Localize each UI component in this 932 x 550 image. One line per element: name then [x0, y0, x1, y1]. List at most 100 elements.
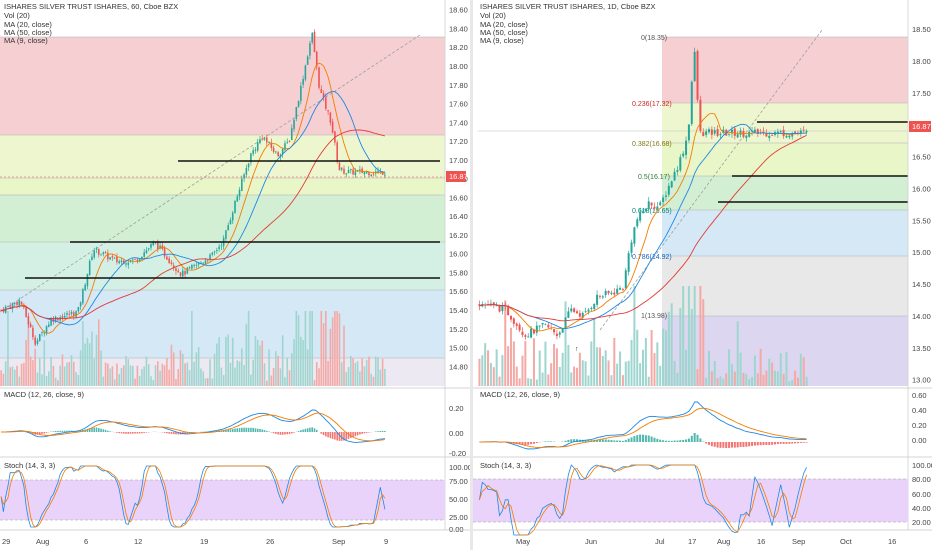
volume-bar [363, 366, 366, 386]
volume-bar [315, 362, 318, 386]
candle-body [619, 288, 622, 290]
macd-histogram-bar [100, 428, 102, 432]
macd-histogram-bar [705, 442, 708, 444]
candle-body [676, 169, 679, 172]
candle-body [63, 315, 66, 318]
candle-body [340, 167, 343, 170]
macd-histogram-bar [802, 442, 805, 443]
candle-body [687, 124, 690, 141]
right-x-tick-7: Sep [792, 537, 805, 546]
r-fib-zone-2 [662, 103, 908, 143]
volume-bar [170, 344, 173, 386]
candle-body [716, 129, 719, 136]
key-levels[interactable] [25, 160, 440, 279]
volume-bar [636, 329, 639, 386]
volume-bar [72, 361, 75, 386]
r-trend-line[interactable] [599, 29, 823, 331]
volume-bar [313, 380, 316, 386]
candle-body [238, 189, 241, 197]
left-chart[interactable]: ISHARES SILVER TRUST ISHARES, 60, Cboe B… [0, 0, 472, 546]
left-macd-tick-3: -0.20 [449, 449, 466, 458]
l-price-tick-8: 17.00 [449, 156, 468, 165]
volume-bar [200, 368, 202, 386]
macd-histogram-bar [753, 442, 756, 446]
macd-histogram-bar [733, 442, 736, 448]
volume-bar [2, 373, 5, 386]
macd-histogram-bar [722, 442, 725, 448]
candle-body [168, 258, 170, 263]
macd-histogram-bar [667, 440, 670, 442]
left-price-axis[interactable]: 18.60 18.40 18.20 18.00 17.80 17.60 17.40 17.20… [449, 6, 468, 372]
volume-bar [621, 375, 624, 386]
volume-bar [263, 363, 266, 386]
volume-bar [220, 367, 223, 386]
trend-line[interactable] [0, 34, 421, 313]
volume-bar [739, 352, 742, 386]
macd-histogram-bar [263, 430, 266, 432]
volume-bar [231, 337, 234, 386]
right-last-price-badge [909, 121, 931, 132]
candle-body [315, 51, 318, 67]
right-last-price: 16.87 [912, 122, 931, 131]
candle-body [354, 171, 357, 176]
candle-body [762, 131, 765, 133]
macd-histogram-bar [91, 427, 93, 432]
volume-bar [779, 353, 782, 386]
volume-bar [270, 375, 273, 386]
left-vol-label: Vol (20) [4, 11, 30, 20]
volume-bar [275, 351, 277, 386]
macd-histogram-bar [365, 432, 368, 433]
candle-body [372, 173, 375, 175]
left-time-axis[interactable]: 29 Aug 6 12 19 26 Sep 9 [2, 537, 388, 546]
right-time-axis[interactable]: May Jun Jul 17 Aug 16 Sep Oct 16 [516, 537, 896, 546]
right-x-tick-8: Oct [840, 537, 853, 546]
r-fib-zone-1 [662, 37, 908, 103]
candle-body [785, 135, 788, 138]
volume-bar [619, 351, 622, 386]
volume-bar [501, 355, 504, 386]
candle-body [125, 263, 127, 265]
candle-body [368, 171, 370, 176]
macd-histogram-bar [184, 432, 186, 435]
macd-histogram-bar [664, 440, 667, 442]
volume-bar [70, 355, 73, 386]
volume-bar [653, 353, 656, 386]
macd-histogram-bar [773, 442, 777, 445]
right-price-axis[interactable]: 18.5018.0017.5017.0016.5016.0015.5015.00… [912, 25, 931, 385]
right-stoch-tick-5: 20.00 [912, 518, 931, 527]
volume-bar [553, 344, 556, 386]
candle-body [132, 259, 134, 261]
macd-histogram-bar [759, 442, 762, 446]
macd-histogram-bar [379, 430, 382, 432]
candle-body [492, 302, 495, 305]
volume-bar [776, 371, 779, 386]
r-price-tick-11: 13.00 [912, 376, 931, 385]
r-fib-label-0382: 0.382(16.68) [632, 141, 672, 148]
candle-body [584, 311, 587, 313]
r-key-levels[interactable] [718, 121, 908, 203]
candle-body [573, 308, 576, 312]
right-chart[interactable]: 0(18.35) 0.236(17.32) 0.382(16.68) 0.5(1… [473, 0, 932, 546]
volume-bar [102, 376, 105, 386]
volume-bar [374, 356, 377, 386]
candle-body [598, 295, 601, 297]
candle-body [265, 137, 268, 143]
candle-body [601, 296, 604, 298]
panel-divider[interactable] [470, 0, 473, 550]
volume-bar [650, 329, 653, 386]
candle-body [320, 89, 323, 93]
volume-bar [284, 377, 286, 386]
volume-bar [705, 377, 708, 386]
volume-bar [59, 365, 61, 386]
candle-body [213, 251, 216, 253]
macd-histogram-bar [710, 442, 713, 447]
volume-bar [518, 378, 521, 386]
candle-body [309, 43, 311, 56]
macd-histogram-bar [132, 432, 134, 434]
macd-histogram-bar [650, 436, 653, 442]
macd-histogram-bar [713, 442, 716, 447]
volume-bar [259, 345, 261, 386]
volume-bar [676, 372, 679, 386]
candle-body [2, 309, 5, 312]
